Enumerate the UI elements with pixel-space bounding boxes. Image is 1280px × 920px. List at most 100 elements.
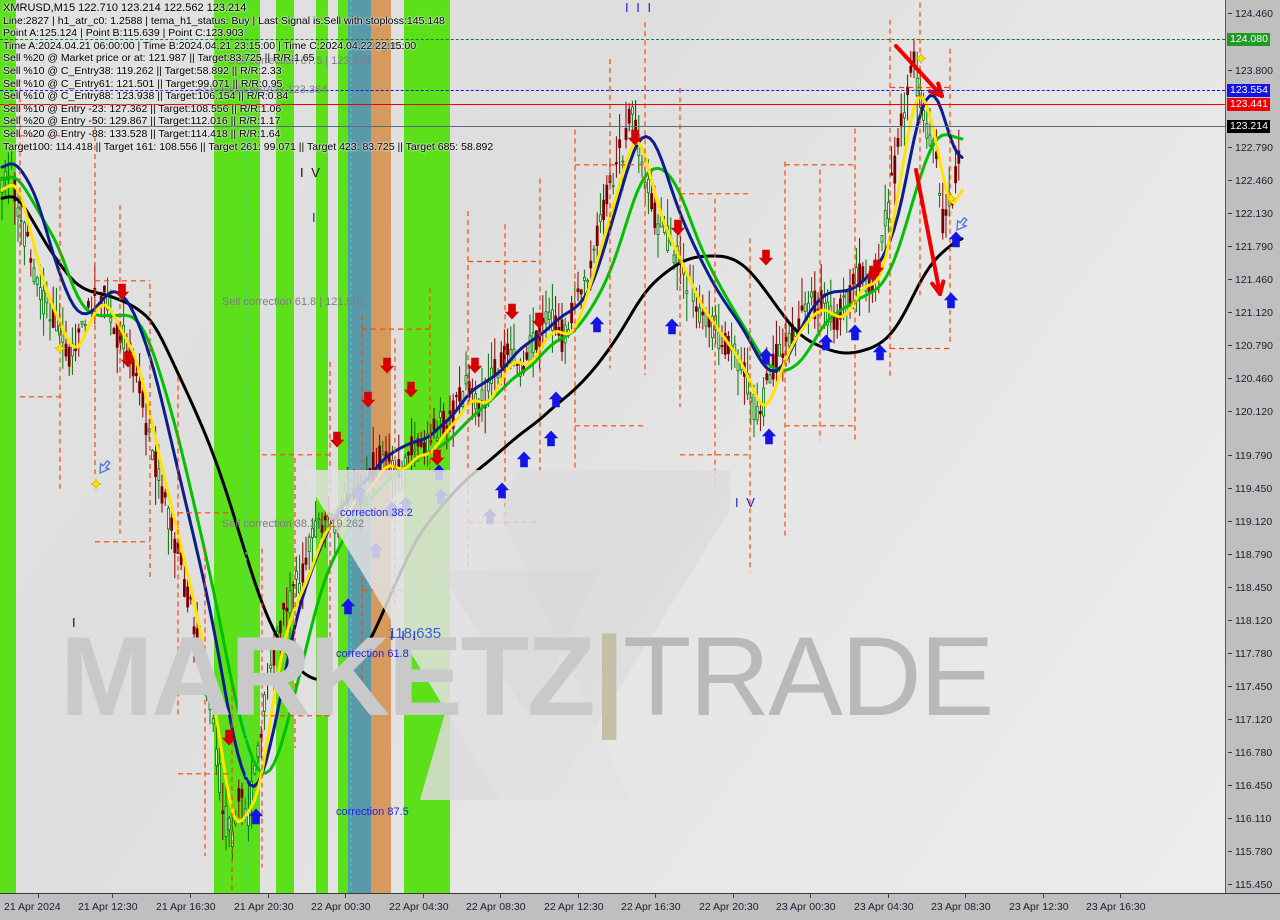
price-tick-7: 121.120 xyxy=(1226,307,1280,320)
sell-correction-875-label: Sell correction 87.5 | 123.938 xyxy=(228,55,371,67)
time-axis[interactable]: 21 Apr 2024 21 Apr 12:30 21 Apr 16:30 21 Ap… xyxy=(0,893,1280,920)
price-tick-3: 122.460 xyxy=(1226,175,1280,188)
time-tick-6: 22 Apr 08:30 xyxy=(466,901,526,913)
cursor-arrow-0 xyxy=(99,459,111,475)
watermark-brand-bold: MARKETZ xyxy=(60,614,595,739)
wave-label-i-upper: I xyxy=(312,210,318,225)
info-line-10: Sell %20 @ Entry -88: 133.528 || Target:… xyxy=(3,127,281,140)
sell-signal-arrow-3 xyxy=(329,431,345,448)
price-tick-23: 115.780 xyxy=(1226,846,1280,859)
pivot-star-marker-0 xyxy=(915,52,927,65)
info-line-3: Time A:2024.04.21 06:00:00 | Time B:2024… xyxy=(3,39,417,52)
sell-signal-arrow-11 xyxy=(627,129,643,146)
ma-slow-green xyxy=(0,133,964,775)
time-tick-5: 22 Apr 04:30 xyxy=(389,901,449,913)
price-tick-1: 123.800 xyxy=(1226,65,1280,78)
wave-label-iv-mid: I V xyxy=(735,495,757,510)
buy-signal-arrow-19 xyxy=(872,344,888,361)
info-line-4: Sell %20 @ Market price or at: 121.987 |… xyxy=(3,52,315,65)
price-tick-18: 117.450 xyxy=(1226,681,1280,694)
price-tick-17: 117.780 xyxy=(1226,648,1280,661)
time-tick-4: 22 Apr 00:30 xyxy=(311,901,371,913)
time-tick-7: 22 Apr 12:30 xyxy=(544,901,604,913)
price-axis[interactable]: 124.460 123.800 122.790 122.460 122.130 121.7… xyxy=(1225,0,1280,893)
wave-label-i-left: I xyxy=(72,615,78,630)
price-tick-5: 121.790 xyxy=(1226,241,1280,254)
sell-signal-arrow-2 xyxy=(221,729,237,746)
correction-875-label: correction 87.5 xyxy=(336,806,409,818)
time-tick-mark-7 xyxy=(578,894,579,898)
wave-label-iv-upper: I V xyxy=(300,165,322,180)
time-tick-mark-3 xyxy=(268,894,269,898)
time-tick-mark-8 xyxy=(655,894,656,898)
info-line-0: XMRUSD,M15 122.710 123.214 122.562 123.2… xyxy=(3,2,247,14)
time-tick-mark-0 xyxy=(38,894,39,898)
stoploss-line[interactable] xyxy=(0,104,1225,105)
time-tick-2: 21 Apr 16:30 xyxy=(156,901,216,913)
price-tick-4: 122.130 xyxy=(1226,208,1280,221)
sell-signal-arrow-7 xyxy=(429,449,445,466)
info-line-11: Target100: 114.418 || Target 161: 108.55… xyxy=(3,140,494,153)
price-tick-22: 116.110 xyxy=(1226,813,1280,826)
info-line-1: Line:2827 | h1_atr_c0: 1.2588 | tema_h1_… xyxy=(3,14,445,27)
chart-info-header: XMRUSD,M15 122.710 123.214 122.562 123.2… xyxy=(3,2,493,153)
time-tick-12: 23 Apr 08:30 xyxy=(931,901,991,913)
stop-price[interactable]: 123.441 xyxy=(1227,98,1270,111)
sell-signal-arrow-1 xyxy=(120,351,136,368)
buy-signal-arrow-10 xyxy=(516,451,532,468)
last-price-line[interactable] xyxy=(0,126,1225,127)
sell-correction-382-label: Sell correction 38.2 | 119.262 xyxy=(222,518,365,530)
buy-signal-arrow-17 xyxy=(818,334,834,351)
time-tick-mark-13 xyxy=(1043,894,1044,898)
sell-signal-arrow-15 xyxy=(865,265,881,282)
sell-signal-arrow-12 xyxy=(670,219,686,236)
sell-signal-arrow-8 xyxy=(467,357,483,374)
wave-price-118635: 118.635 xyxy=(388,625,442,642)
price-tick-21: 116.450 xyxy=(1226,780,1280,793)
chart-plot-area[interactable]: MARKETZ|TRADE Target1 +SB-HighLoBreak 123… xyxy=(0,0,1225,893)
price-tick-14: 118.790 xyxy=(1226,549,1280,562)
time-tick-mark-5 xyxy=(423,894,424,898)
target1-label: Target1 xyxy=(366,40,403,52)
time-tick-mark-4 xyxy=(345,894,346,898)
buy-signal-arrow-14 xyxy=(664,318,680,335)
time-tick-0: 21 Apr 2024 xyxy=(4,901,61,913)
info-line-2: Point A:125.124 | Point B:115.639 | Poin… xyxy=(3,27,244,40)
sell-signal-arrow-9 xyxy=(504,303,520,320)
target1-line[interactable] xyxy=(0,39,1225,40)
info-line-6: Sell %10 @ C_Entry61: 121.501 || Target:… xyxy=(3,77,283,90)
price-tick-15: 118.450 xyxy=(1226,582,1280,595)
time-tick-mark-10 xyxy=(810,894,811,898)
watermark-brand-thin: TRADE xyxy=(622,614,995,739)
session-band-5 xyxy=(348,0,371,893)
session-band-0 xyxy=(0,0,16,893)
time-tick-mark-14 xyxy=(1120,894,1121,898)
time-tick-mark-1 xyxy=(112,894,113,898)
time-tick-11: 23 Apr 04:30 xyxy=(854,901,914,913)
session-band-2 xyxy=(276,0,294,893)
cursor-arrow-1 xyxy=(956,216,968,232)
resistance-line[interactable] xyxy=(0,90,1225,91)
target-line-price[interactable]: 124.080 xyxy=(1227,33,1270,46)
sell-signal-arrow-0 xyxy=(114,283,130,300)
correction-618-label: correction 61.8 xyxy=(336,648,409,660)
ma-base-black xyxy=(0,195,964,682)
buy-signal-arrow-0 xyxy=(248,808,264,825)
info-line-5: Sell %10 @ C_Entry38: 119.262 || Target:… xyxy=(3,64,282,77)
wave-label-iii: I I I xyxy=(625,0,654,15)
buy-signal-arrow-21 xyxy=(948,231,964,248)
sell-signal-arrow-10 xyxy=(531,312,547,329)
info-line-9: Sell %20 @ Entry -50: 129.867 || Target:… xyxy=(3,115,281,128)
buy-signal-arrow-13 xyxy=(589,316,605,333)
ma-mid-blue xyxy=(0,94,964,788)
resistance-price[interactable]: 123.554 xyxy=(1227,84,1270,97)
time-tick-14: 23 Apr 16:30 xyxy=(1086,901,1146,913)
price-tick-13: 119.120 xyxy=(1226,516,1280,529)
time-tick-mark-2 xyxy=(190,894,191,898)
ma-fast-yellow xyxy=(0,95,964,824)
watermark-logo xyxy=(300,470,730,800)
time-tick-3: 21 Apr 20:30 xyxy=(234,901,294,913)
watermark-separator: | xyxy=(593,614,624,739)
last-price[interactable]: 123.214 xyxy=(1227,120,1270,133)
